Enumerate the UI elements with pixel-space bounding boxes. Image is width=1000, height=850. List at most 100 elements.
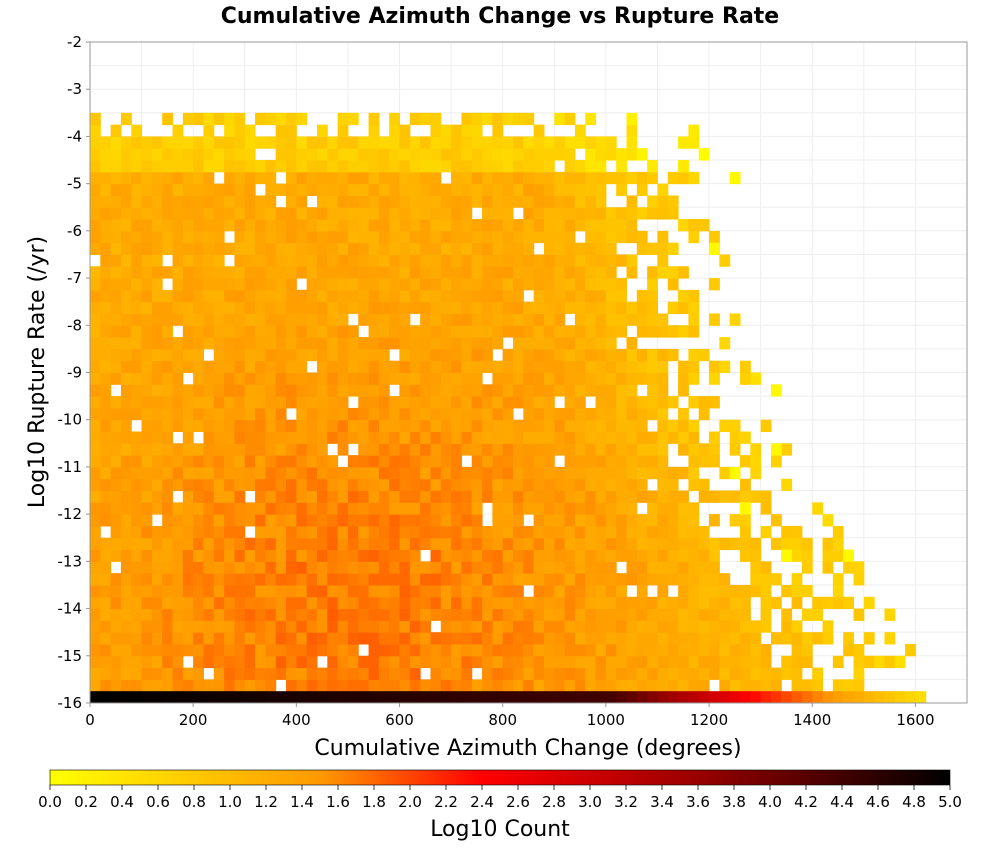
baseline-cell (709, 691, 720, 703)
colorbar-tick-label: 0.2 (74, 793, 98, 811)
heatmap-cell (224, 348, 235, 362)
heatmap-cell (399, 183, 411, 196)
heatmap-cell (327, 596, 339, 610)
heatmap-cell (306, 584, 318, 598)
heatmap-cell (595, 384, 607, 397)
heatmap-cell (255, 679, 266, 692)
baseline-cell (915, 691, 927, 703)
heatmap-cell (141, 219, 153, 232)
heatmap-cell (502, 455, 514, 468)
heatmap-cell (399, 254, 411, 267)
heatmap-cell (451, 278, 462, 291)
heatmap-cell (678, 667, 689, 680)
heatmap-cell (574, 584, 586, 598)
heatmap-cell (234, 537, 246, 551)
heatmap-cell (193, 219, 204, 232)
y-axis-ticks: -2-3-4-5-6-7-8-9-10-11-12-13-14-15-16 (58, 33, 90, 712)
heatmap-cell (719, 608, 731, 621)
heatmap-cell (688, 124, 700, 137)
heatmap-cell (286, 514, 297, 527)
heatmap-cell (492, 207, 504, 220)
heatmap-cell (172, 207, 184, 220)
heatmap-cell (120, 514, 132, 527)
heatmap-cell (90, 561, 101, 574)
heatmap-cell (543, 643, 555, 657)
heatmap-cell (327, 289, 339, 303)
heatmap-cell (492, 632, 504, 645)
heatmap-cell (286, 632, 297, 645)
heatmap-cell (667, 561, 679, 574)
heatmap-cell (451, 289, 462, 303)
heatmap-cell (213, 490, 225, 503)
heatmap-cell (255, 219, 266, 232)
heatmap-cell (482, 608, 493, 621)
baseline-cell (729, 691, 741, 703)
heatmap-cell (131, 667, 143, 680)
heatmap-cell (471, 337, 483, 350)
heatmap-cell (162, 478, 174, 492)
heatmap-cell (440, 160, 452, 173)
heatmap-cell (740, 620, 751, 633)
heatmap-cell (678, 289, 689, 303)
heatmap-cell (616, 160, 628, 173)
heatmap-cell (636, 148, 648, 161)
heatmap-cell (358, 230, 370, 244)
heatmap-cell (564, 419, 576, 433)
heatmap-cell (533, 537, 545, 551)
heatmap-cell (409, 160, 421, 173)
heatmap-cell (378, 443, 390, 456)
heatmap-cell (368, 195, 380, 208)
heatmap-cell (461, 160, 473, 173)
heatmap-cell (203, 514, 215, 527)
heatmap-cell (533, 584, 545, 598)
heatmap-cell (389, 360, 401, 373)
heatmap-cell (513, 466, 524, 480)
heatmap-cell (729, 655, 741, 669)
baseline-cell (255, 691, 266, 703)
heatmap-cell (358, 632, 370, 645)
heatmap-cell (347, 455, 359, 468)
heatmap-cell (347, 183, 359, 196)
heatmap-cell (358, 549, 370, 562)
heatmap-cell (358, 384, 370, 397)
heatmap-cell (275, 278, 287, 291)
heatmap-cell (812, 679, 824, 692)
heatmap-cell (90, 455, 101, 468)
heatmap-cell (182, 407, 194, 421)
heatmap-cell (636, 490, 648, 503)
heatmap-cell (420, 608, 431, 621)
heatmap-cell (543, 419, 555, 433)
heatmap-cell (709, 490, 720, 503)
heatmap-cell (543, 679, 555, 692)
heatmap-cell (151, 266, 163, 279)
heatmap-cell (172, 254, 184, 267)
heatmap-cell (141, 537, 153, 551)
heatmap-cell (636, 466, 648, 480)
heatmap-cell (265, 502, 277, 515)
heatmap-cell (255, 195, 266, 208)
heatmap-cell (286, 549, 297, 562)
heatmap-cell (347, 337, 359, 350)
heatmap-cell (502, 266, 514, 279)
heatmap-cell (533, 183, 545, 196)
heatmap-cell (636, 679, 648, 692)
heatmap-cell (224, 502, 235, 515)
heatmap-cell (564, 396, 576, 409)
heatmap-cell (399, 348, 411, 362)
heatmap-cell (296, 407, 308, 421)
heatmap-cell (616, 549, 628, 562)
heatmap-cell (151, 325, 163, 338)
heatmap-cell (471, 325, 483, 338)
heatmap-cell (636, 419, 648, 433)
heatmap-cell (193, 278, 204, 291)
heatmap-cell (131, 561, 143, 574)
heatmap-cell (110, 584, 122, 598)
heatmap-cell (647, 537, 658, 551)
heatmap-cell (461, 230, 473, 244)
heatmap-cell (884, 632, 896, 645)
heatmap-cell (203, 207, 215, 220)
heatmap-cell (100, 419, 112, 433)
heatmap-cell (213, 620, 225, 633)
heatmap-cell (316, 561, 328, 574)
heatmap-cell (492, 112, 504, 126)
